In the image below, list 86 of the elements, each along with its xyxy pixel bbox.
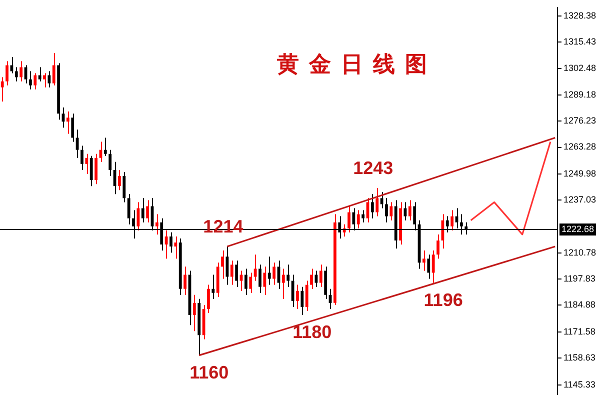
candlestick — [6, 60, 8, 86]
candlestick — [141, 198, 144, 223]
candlestick — [348, 206, 350, 233]
candlestick — [258, 264, 262, 294]
candlestick — [155, 214, 158, 235]
y-tick-label: 1289.18 — [563, 90, 596, 100]
candlestick — [34, 72, 37, 90]
candlestick — [71, 113, 74, 142]
candlestick — [118, 169, 121, 191]
candlestick — [390, 202, 393, 221]
y-tick-label: 1184.88 — [563, 300, 596, 310]
candlestick — [254, 254, 257, 282]
y-tick-label: 1171.58 — [563, 326, 596, 336]
candlestick — [408, 200, 412, 221]
candlestick — [127, 194, 130, 225]
candlestick — [29, 70, 32, 90]
candlestick — [282, 268, 285, 300]
candlestick — [146, 200, 150, 223]
candlestick — [249, 272, 252, 294]
y-tick-label: 1276.23 — [563, 116, 596, 126]
candlestick — [174, 236, 178, 260]
candlestick — [94, 153, 98, 185]
candlestick — [244, 268, 248, 296]
candlestick — [80, 145, 84, 170]
candlestick — [184, 266, 186, 296]
y-tick-label: 1145.33 — [563, 379, 596, 390]
y-tick-label: 1197.83 — [563, 274, 596, 284]
candlestick — [212, 274, 215, 300]
candlestick — [10, 56, 14, 74]
candlestick — [432, 250, 435, 284]
ref-line-label: 1222.68 — [561, 224, 594, 234]
candlestick — [170, 232, 172, 254]
candlestick — [108, 149, 112, 177]
y-tick-label: 1210.78 — [563, 248, 596, 258]
candlestick — [230, 260, 234, 286]
candlestick — [104, 137, 107, 156]
candlestick — [43, 72, 46, 88]
candlestick — [300, 286, 304, 316]
candlestick — [66, 111, 70, 134]
annotation: 1160 — [190, 362, 229, 382]
candlestick — [314, 270, 318, 288]
candlestick — [122, 171, 126, 203]
y-tick-label: 1315.43 — [563, 36, 596, 47]
candlestick — [240, 270, 243, 292]
y-tick-label: 1263.28 — [563, 142, 596, 152]
candlestick — [48, 70, 51, 88]
text: 黄金日线图 — [276, 52, 437, 78]
candlestick — [85, 153, 88, 175]
candlestick — [268, 256, 271, 286]
annotation: 1243 — [353, 158, 394, 178]
candlestick — [427, 254, 430, 280]
candlestick — [385, 198, 388, 223]
candlestick — [263, 266, 266, 296]
y-tick-label: 1158.63 — [563, 352, 596, 363]
candlestick — [207, 284, 210, 314]
candlestick — [136, 202, 140, 231]
candlestick — [192, 294, 196, 332]
annotation: 1180 — [292, 322, 332, 342]
candlestick — [286, 264, 290, 288]
candlestick — [450, 210, 454, 231]
candlestick — [221, 250, 224, 280]
y-tick-label: 1237.03 — [563, 194, 596, 205]
candlestick — [376, 188, 379, 217]
candlestick — [362, 210, 365, 223]
y-tick-label: 1302.48 — [563, 62, 596, 73]
candlestick — [441, 214, 444, 250]
candlestick — [38, 66, 42, 82]
candlestick — [422, 250, 426, 272]
candlestick — [305, 280, 308, 312]
candlestick — [356, 210, 360, 229]
candlestick — [235, 260, 238, 288]
candlestick — [20, 60, 23, 82]
candlestick — [52, 52, 56, 86]
candlestick — [0, 76, 4, 102]
candlestick — [310, 268, 313, 290]
candlestick — [296, 284, 299, 310]
candlestick — [319, 264, 322, 288]
annotation: 1196 — [424, 290, 463, 310]
candlestick — [14, 66, 18, 82]
candlestick — [370, 194, 374, 219]
candlestick — [164, 230, 168, 260]
candlestick — [436, 234, 440, 260]
y-tick-label: 1249.98 — [563, 168, 596, 179]
y-tick-label: 1328.38 — [563, 10, 596, 21]
candlestick — [272, 262, 276, 286]
candlestick — [90, 155, 93, 187]
